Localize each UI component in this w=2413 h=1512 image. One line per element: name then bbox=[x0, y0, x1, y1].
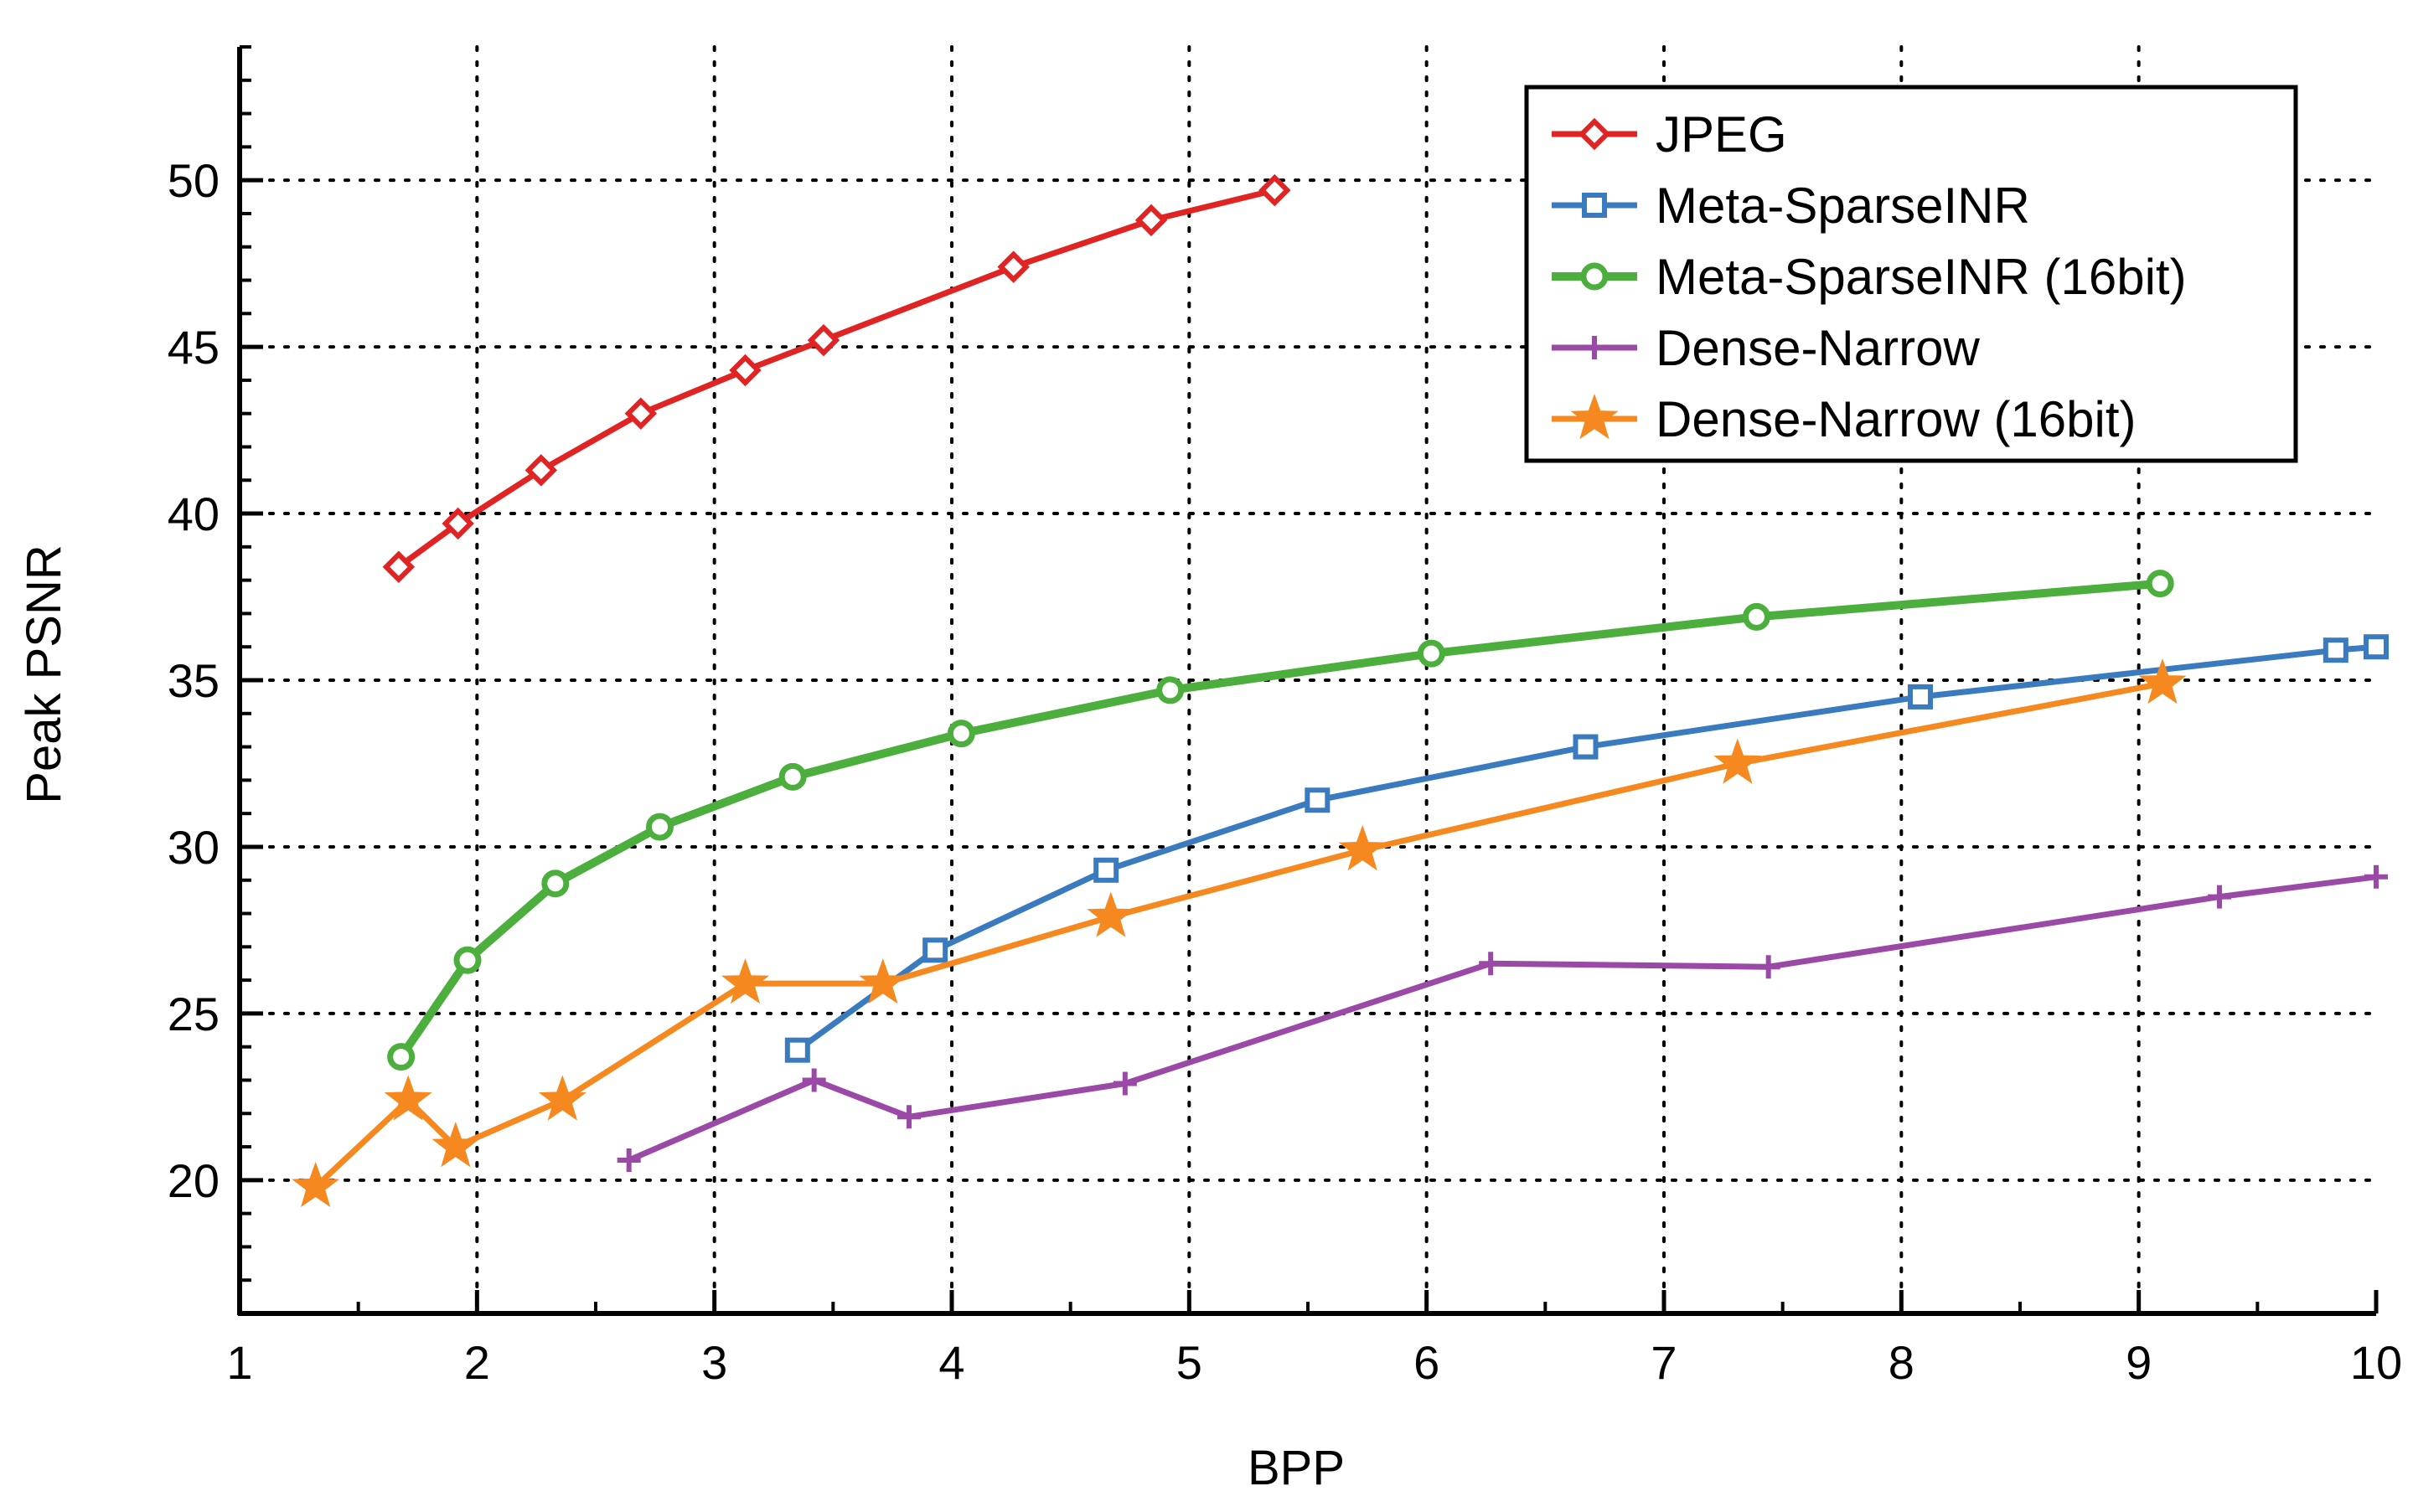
data-point bbox=[646, 813, 674, 841]
data-point bbox=[729, 353, 762, 387]
data-point bbox=[1908, 684, 1933, 710]
series-3 bbox=[617, 864, 2388, 1172]
data-point bbox=[1743, 602, 1770, 631]
data-point bbox=[617, 1148, 641, 1172]
data-point bbox=[538, 1075, 586, 1121]
x-tick-label: 5 bbox=[1176, 1336, 1202, 1389]
series-line bbox=[794, 643, 2379, 1054]
y-tick-label: 50 bbox=[168, 154, 220, 207]
data-point bbox=[1305, 787, 1331, 813]
data-point bbox=[387, 1043, 416, 1071]
legend-label: JPEG bbox=[1656, 106, 1787, 163]
series-line bbox=[396, 579, 2165, 1061]
data-point bbox=[1479, 952, 1503, 976]
legend-item: Meta-SparseINR bbox=[1552, 178, 2030, 234]
data-point bbox=[442, 507, 474, 540]
x-tick-label: 7 bbox=[1651, 1336, 1677, 1389]
data-point bbox=[1134, 204, 1168, 237]
legend-item: Dense-Narrow bbox=[1552, 320, 1980, 376]
x-tick-label: 2 bbox=[464, 1336, 490, 1389]
x-axis-label: BPP bbox=[1248, 1441, 1345, 1495]
data-point bbox=[1087, 891, 1135, 937]
data-point bbox=[624, 397, 658, 430]
y-tick-label: 25 bbox=[168, 988, 220, 1040]
data-point bbox=[431, 1122, 480, 1168]
data-point bbox=[2364, 864, 2388, 889]
series-0 bbox=[382, 173, 1291, 583]
legend-swatch-marker bbox=[1582, 193, 1607, 218]
data-point bbox=[292, 1161, 340, 1208]
x-tick-label: 3 bbox=[701, 1336, 727, 1389]
data-point bbox=[1573, 734, 1599, 760]
y-tick-label: 35 bbox=[168, 654, 220, 707]
data-point bbox=[2138, 658, 2187, 704]
legend-swatch-marker bbox=[1570, 394, 1619, 440]
legend-item: Dense-Narrow (16bit) bbox=[1552, 391, 2137, 447]
x-tick-label: 8 bbox=[1889, 1336, 1914, 1389]
data-point bbox=[807, 323, 840, 357]
data-point bbox=[2364, 634, 2389, 660]
data-point bbox=[784, 1037, 810, 1063]
legend-item: JPEG bbox=[1552, 106, 1787, 163]
x-tick-label: 1 bbox=[226, 1336, 252, 1389]
data-point bbox=[1338, 824, 1387, 871]
legend-swatch-marker bbox=[1580, 262, 1609, 291]
series-2 bbox=[387, 570, 2174, 1071]
series-line bbox=[313, 680, 2166, 1190]
data-point bbox=[922, 937, 948, 963]
y-axis-label: Peak PSNR bbox=[17, 544, 71, 803]
data-point bbox=[382, 550, 416, 583]
data-point bbox=[1713, 738, 1762, 784]
x-tick-label: 6 bbox=[1413, 1336, 1439, 1389]
data-point bbox=[859, 958, 907, 1004]
y-tick-label: 20 bbox=[168, 1154, 220, 1207]
legend-label: Dense-Narrow bbox=[1656, 320, 1980, 376]
legend-label: Meta-SparseINR bbox=[1656, 178, 2030, 234]
data-point bbox=[2323, 637, 2348, 663]
x-tick-label: 10 bbox=[2350, 1336, 2402, 1389]
data-point bbox=[453, 946, 482, 974]
series-lines bbox=[292, 173, 2389, 1208]
y-tick-label: 30 bbox=[168, 821, 220, 874]
data-point bbox=[721, 958, 770, 1004]
legend-label: Dense-Narrow (16bit) bbox=[1656, 391, 2137, 447]
series-1 bbox=[784, 634, 2389, 1063]
data-point bbox=[1113, 1071, 1137, 1096]
legend-box bbox=[1524, 85, 2298, 463]
legend-swatch-marker bbox=[1583, 336, 1606, 359]
data-point bbox=[1093, 857, 1119, 883]
data-point bbox=[997, 250, 1030, 283]
legend-swatch-marker bbox=[1578, 117, 1611, 151]
data-point bbox=[802, 1068, 826, 1092]
data-point bbox=[897, 1105, 921, 1129]
y-tick-label: 45 bbox=[168, 321, 220, 374]
data-point bbox=[1258, 173, 1291, 207]
data-point bbox=[1156, 676, 1185, 704]
series-line bbox=[395, 187, 1278, 570]
legend-label: Meta-SparseINR (16bit) bbox=[1656, 249, 2187, 305]
data-point bbox=[384, 1075, 432, 1121]
data-point bbox=[947, 720, 975, 748]
data-point bbox=[2146, 570, 2174, 598]
series-line bbox=[626, 874, 2379, 1164]
data-point bbox=[541, 870, 570, 898]
y-tick-label: 40 bbox=[168, 488, 220, 540]
x-tick-label: 9 bbox=[2126, 1336, 2152, 1389]
data-point bbox=[2208, 885, 2231, 909]
legend-item: Meta-SparseINR (16bit) bbox=[1552, 249, 2187, 305]
series-4 bbox=[292, 658, 2187, 1208]
data-point bbox=[524, 454, 558, 487]
data-point bbox=[1417, 639, 1445, 668]
data-point bbox=[1756, 955, 1780, 979]
data-point bbox=[778, 762, 807, 791]
legend: JPEG Meta-SparseINR Meta-SparseINR (16bit)… bbox=[1524, 85, 2298, 463]
x-tick-label: 4 bbox=[938, 1336, 964, 1389]
